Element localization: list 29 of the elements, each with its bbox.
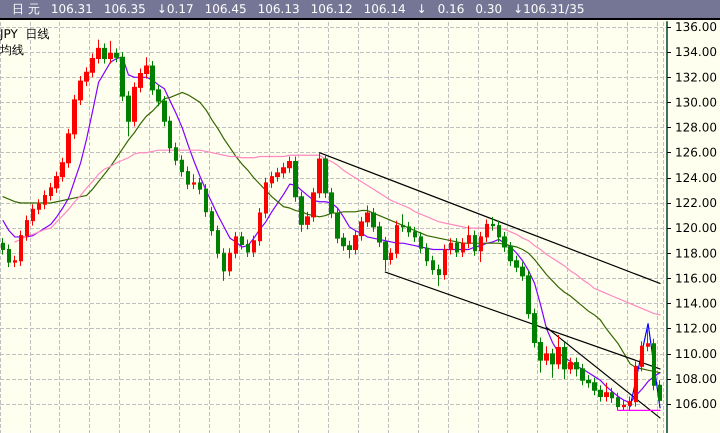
y-tick-label: 110.00: [675, 346, 718, 361]
y-tick-label: 114.00: [675, 296, 718, 311]
y-tick-label: 122.00: [675, 196, 718, 210]
y-tick-label: 106.00: [675, 397, 718, 412]
y-tick-label: 108.00: [675, 372, 718, 386]
y-tick-label: 130.00: [675, 95, 718, 110]
y-tick-label: 124.00: [675, 170, 718, 185]
y-tick-label: 126.00: [675, 146, 718, 160]
text: 均线: [0, 42, 24, 59]
text: 106.31: [50, 2, 93, 16]
text: ↓0.17: [156, 2, 194, 16]
y-tick-label: 132.00: [675, 70, 718, 84]
text: 0.16: [438, 2, 464, 16]
y-tick-label: 112.00: [675, 322, 718, 336]
y-tick-label: 120.00: [675, 221, 718, 236]
y-tick-label: 118.00: [675, 246, 718, 260]
text: 106.14: [364, 2, 406, 16]
y-tick-label: 136.00: [675, 20, 718, 34]
text: 106.35: [104, 2, 146, 16]
text: 日 元: [12, 0, 40, 18]
y-tick-label: 116.00: [675, 271, 718, 286]
text: ↓106.31/35: [513, 2, 584, 16]
y-tick-label: 134.00: [675, 45, 718, 60]
text: 106.45: [204, 2, 247, 16]
text: 106.13: [258, 2, 300, 16]
text: ↓: [416, 2, 427, 16]
text: 106.12: [310, 2, 353, 16]
text: 0.30: [475, 2, 502, 16]
y-tick-label: 128.00: [675, 120, 718, 135]
